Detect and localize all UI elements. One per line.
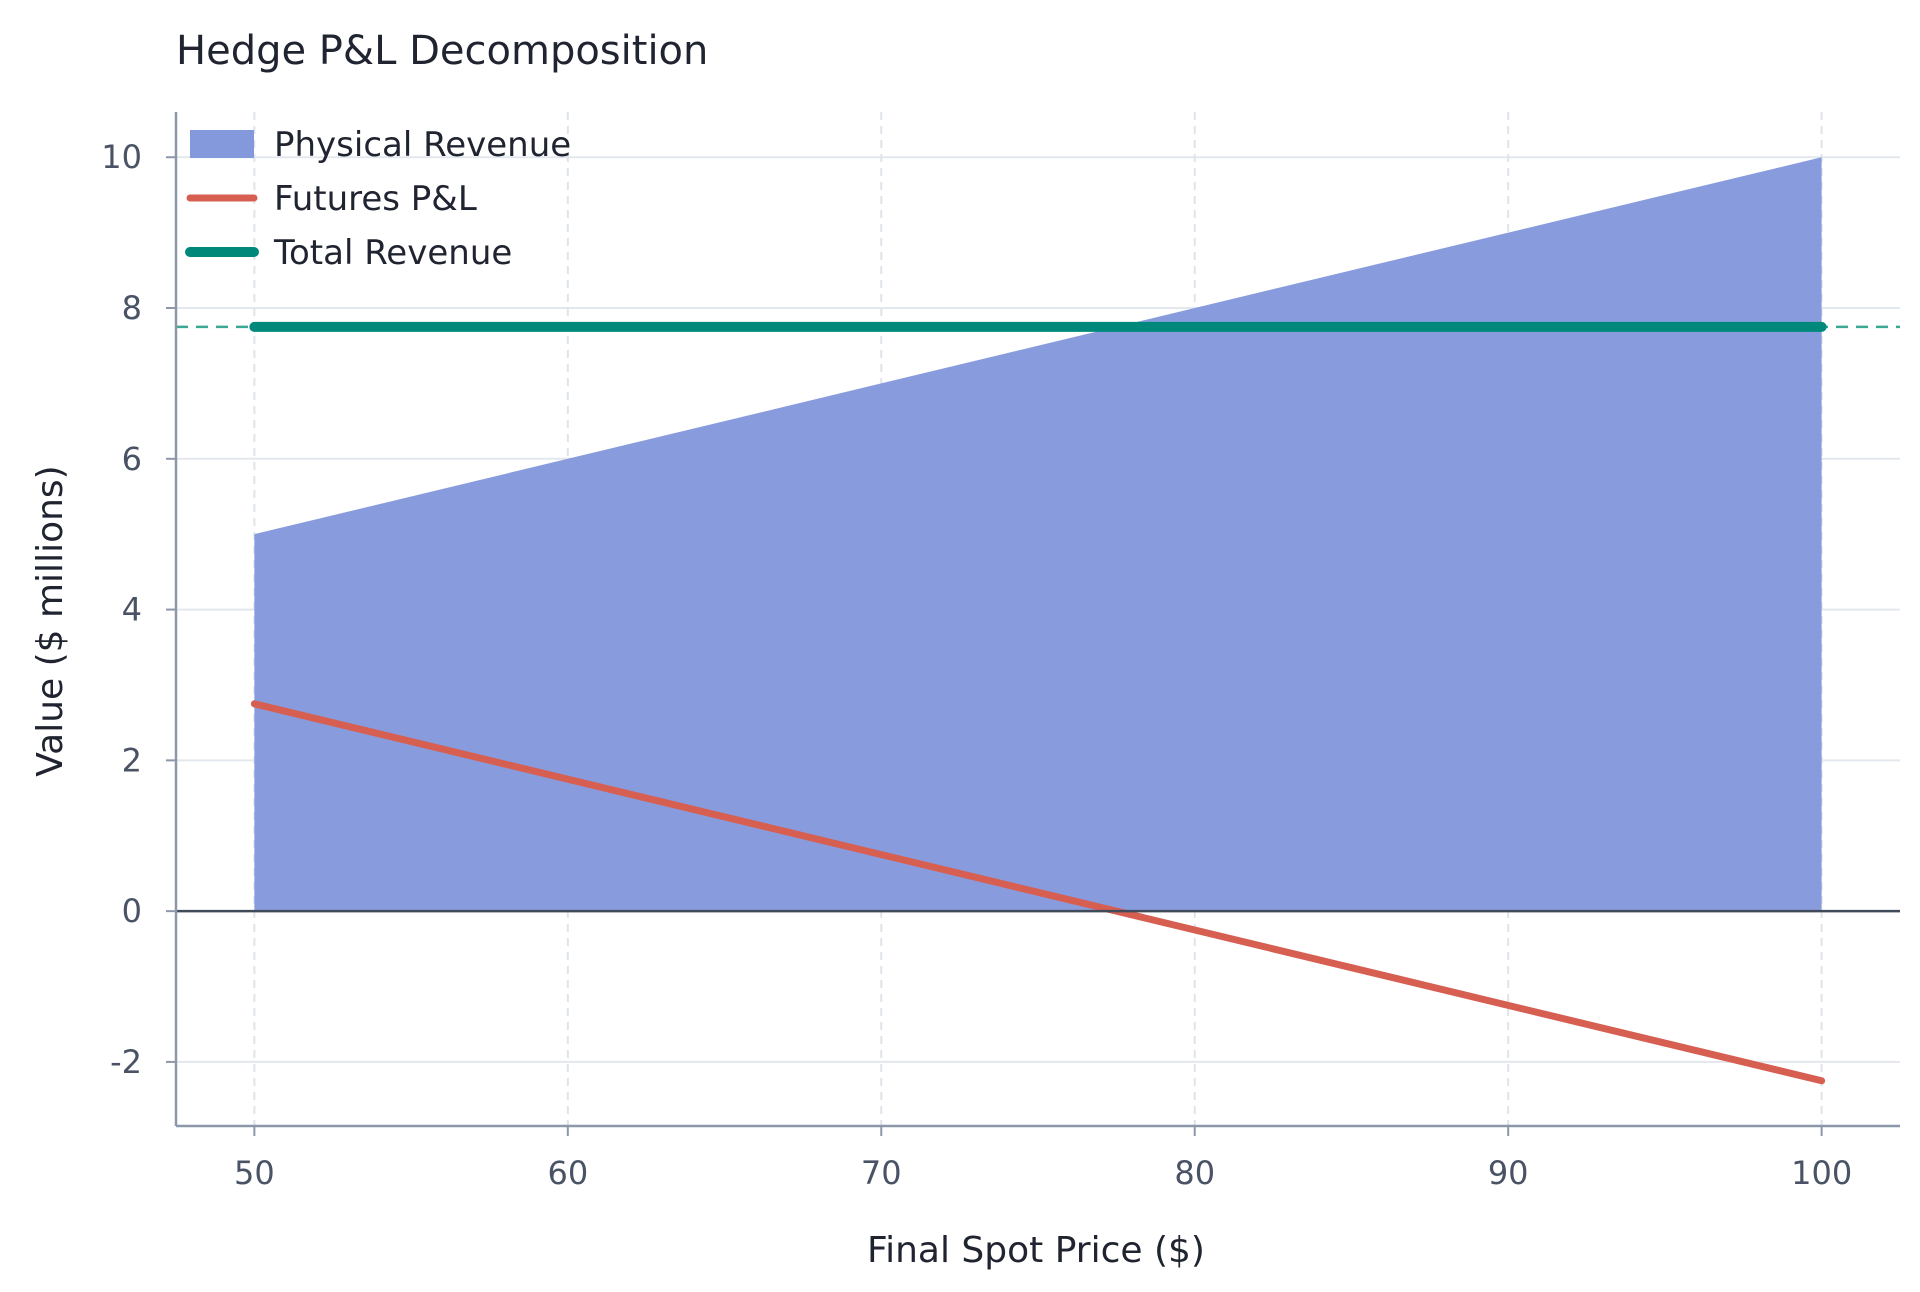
line-layer [249, 321, 1827, 1085]
x-axis-label: Final Spot Price ($) [867, 1230, 1205, 1271]
y-tick-label: 8 [122, 289, 142, 327]
y-tick-label: -2 [110, 1043, 142, 1081]
x-tick-label: 70 [861, 1154, 902, 1192]
y-tick-label: 10 [101, 138, 142, 176]
legend-label-futures-p-l: Futures P&L [274, 179, 477, 219]
axes [166, 112, 1900, 1136]
physical-revenue-area [254, 157, 1822, 912]
y-tick-label: 2 [122, 741, 142, 779]
x-tick-label: 90 [1488, 1154, 1529, 1192]
y-axis-label: Value ($ millions) [30, 465, 71, 776]
x-tick-label: 50 [234, 1154, 275, 1192]
legend-label-physical-revenue: Physical Revenue [274, 125, 571, 165]
area-layer [254, 157, 1822, 912]
legend-label-total-revenue: Total Revenue [273, 233, 512, 273]
legend: Physical Revenue Futures P&L Total Revenue [185, 125, 571, 273]
chart-title: Hedge P&L Decomposition [176, 28, 708, 74]
x-tick-label: 80 [1174, 1154, 1215, 1192]
x-tick-label: 100 [1791, 1154, 1852, 1192]
y-tick-label: 6 [122, 440, 142, 478]
legend-swatch-physical-revenue [190, 130, 254, 158]
tick-labels: 50 60 70 80 90 100 -2 0 2 4 6 8 10 [101, 138, 1852, 1192]
futures-p-l-line [250, 700, 1826, 1085]
y-tick-label: 0 [122, 892, 142, 930]
y-tick-label: 4 [122, 591, 142, 629]
x-tick-label: 60 [547, 1154, 588, 1192]
